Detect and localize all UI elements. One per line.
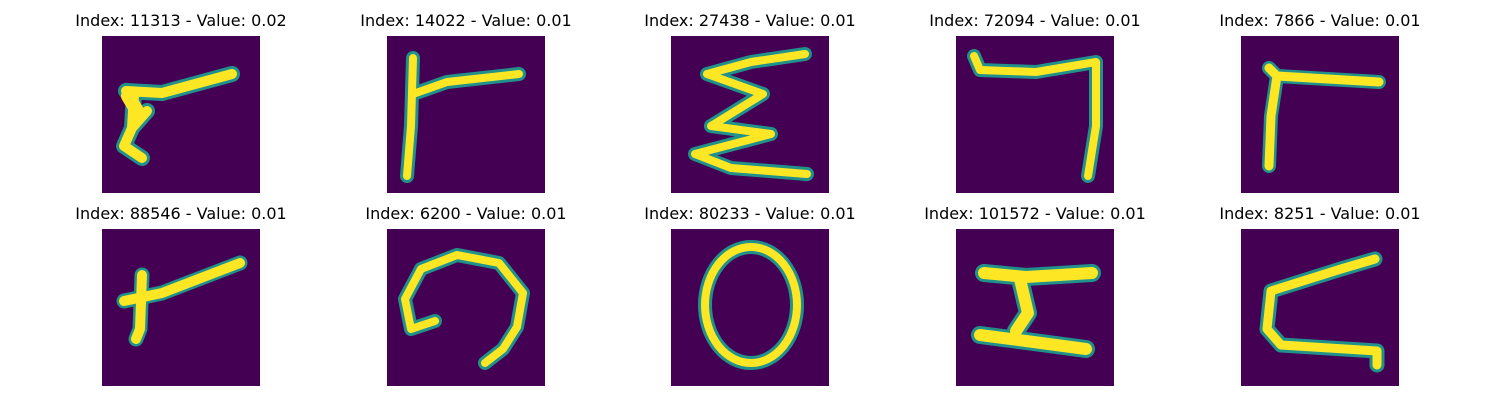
glyph-image <box>956 36 1114 193</box>
glyph-image <box>102 229 260 386</box>
glyph-image <box>387 36 545 193</box>
glyph-image <box>1241 229 1399 386</box>
sample-panel: Index: 6200 - Value: 0.01 <box>336 203 596 388</box>
sample-panel: Index: 11313 - Value: 0.02 <box>51 10 311 195</box>
sample-title: Index: 88546 - Value: 0.01 <box>75 204 287 223</box>
sample-panel: Index: 7866 - Value: 0.01 <box>1190 10 1450 195</box>
sample-title: Index: 27438 - Value: 0.01 <box>644 11 856 30</box>
sample-title: Index: 72094 - Value: 0.01 <box>929 11 1141 30</box>
sample-title: Index: 6200 - Value: 0.01 <box>365 204 567 223</box>
sample-title: Index: 7866 - Value: 0.01 <box>1219 11 1421 30</box>
sample-title: Index: 80233 - Value: 0.01 <box>644 204 856 223</box>
sample-panel: Index: 101572 - Value: 0.01 <box>905 203 1165 388</box>
sample-panel: Index: 72094 - Value: 0.01 <box>905 10 1165 195</box>
sample-panel: Index: 88546 - Value: 0.01 <box>51 203 311 388</box>
sample-panel: Index: 80233 - Value: 0.01 <box>620 203 880 388</box>
glyph-image <box>102 36 260 193</box>
sample-title: Index: 101572 - Value: 0.01 <box>924 204 1146 223</box>
sample-title: Index: 14022 - Value: 0.01 <box>360 11 572 30</box>
sample-title: Index: 11313 - Value: 0.02 <box>75 11 287 30</box>
glyph-image <box>387 229 545 386</box>
glyph-image <box>956 229 1114 386</box>
glyph-image <box>671 36 829 193</box>
sample-title: Index: 8251 - Value: 0.01 <box>1219 204 1421 223</box>
glyph-image <box>671 229 829 386</box>
sample-panel: Index: 8251 - Value: 0.01 <box>1190 203 1450 388</box>
sample-panel: Index: 27438 - Value: 0.01 <box>620 10 880 195</box>
sample-panel: Index: 14022 - Value: 0.01 <box>336 10 596 195</box>
glyph-image <box>1241 36 1399 193</box>
